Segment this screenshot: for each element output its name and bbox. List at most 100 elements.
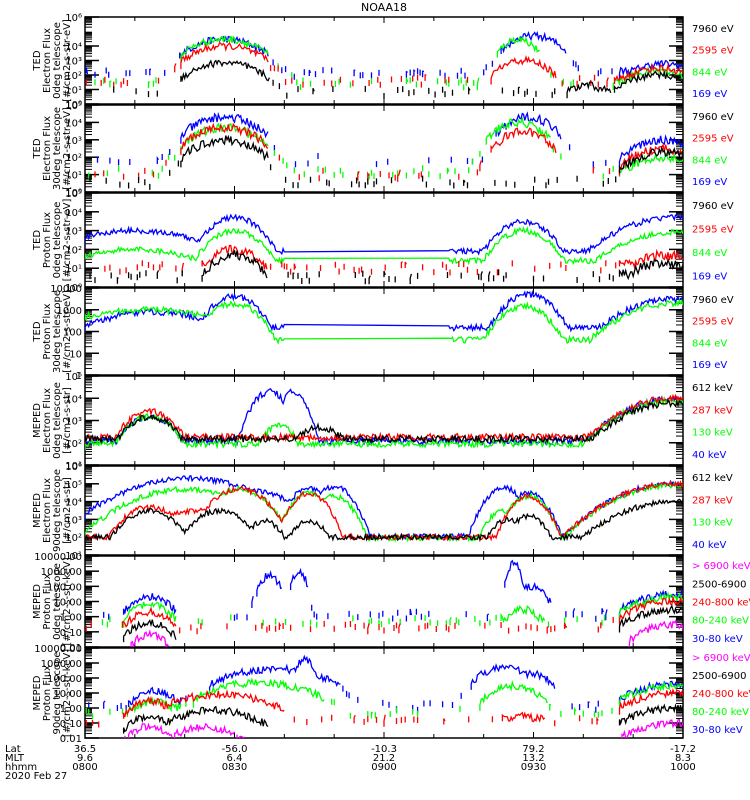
y-tick-label: 10³	[65, 136, 82, 147]
legend-entry: 2595 eV	[692, 317, 734, 328]
legend-entry: 2500-6900	[692, 671, 747, 682]
series-line-2500-6900	[122, 604, 683, 643]
legend-entry: 169 eV	[692, 177, 727, 188]
legend-entry: 7960 eV	[692, 24, 734, 35]
y-tick-label: 0.01	[60, 734, 82, 745]
y-axis-label-line: MEPED	[32, 493, 43, 528]
y-axis-label-line: 30deg telescope	[52, 290, 63, 373]
y-tick-label: 10⁵	[65, 189, 82, 200]
series-line-612-kev	[85, 399, 683, 445]
y-tick-label: 10⁴	[65, 394, 82, 405]
y-axis-label-line: Proton Flux	[42, 573, 53, 629]
series-line-169-ev	[85, 289, 683, 333]
y-axis-label-line: [#/cm2-s-str-eV]	[62, 19, 73, 102]
legend-entry: > 6900 keV	[692, 561, 750, 572]
x-tick-label: 9.6	[77, 753, 93, 764]
y-axis-label-line: TED	[32, 321, 43, 342]
y-tick-label: 10²	[65, 71, 82, 82]
y-tick-label: 10⁵	[65, 480, 82, 491]
x-tick-label: 0930	[521, 762, 546, 773]
y-tick-label: 10⁵	[65, 372, 82, 383]
x-axis-labels: Lat MLT hhmm 2020 Feb 27 36.5 -56.0 -10.3 7…	[5, 744, 696, 782]
y-axis-label-line: MEPED	[32, 403, 43, 438]
series-line-7960-ev	[113, 59, 683, 99]
y-axis-label-line: [#/cm2-s-str-eV]	[62, 107, 73, 190]
y-axis-label-line: TED	[32, 230, 43, 251]
y-axis-label-line: Proton Flux	[42, 665, 53, 721]
y-axis-label-line: MEPED	[32, 584, 43, 619]
y-tick-label: 10⁵	[65, 101, 82, 112]
y-tick-label: 10¹	[65, 171, 82, 182]
y-tick-label: 10.00	[53, 598, 82, 609]
x-row-label-mlt: MLT	[5, 753, 25, 764]
x-tick-label: 1000	[670, 762, 695, 773]
legend-entry: 240-800 keV	[692, 598, 750, 609]
panel-frame	[84, 375, 684, 466]
y-tick-label: 10³	[65, 227, 82, 238]
legend-entry: 80-240 keV	[692, 616, 749, 627]
date-label: 2020 Feb 27	[5, 771, 67, 782]
y-axis-label-line: Electron Flux	[42, 478, 53, 543]
panel-frame	[84, 16, 684, 105]
panel-meped-proton-0deg: 0.010.101.0010.00100.001000.0010000.00ME…	[32, 552, 750, 654]
y-axis-label-line: [#/cm2-s-str]	[62, 477, 73, 544]
y-axis-label-line: Proton Flux	[42, 303, 53, 359]
y-axis-label: TED Electron Flux 0deg telescope [#/cm2-s-s…	[32, 19, 73, 102]
y-axis-label-line: Electron Flux	[42, 28, 53, 93]
panel-frame	[84, 104, 684, 193]
x-tick-label: 13.2	[522, 753, 544, 764]
y-axis-label-line: [#/cm2-s-str-eV]	[62, 290, 73, 373]
y-axis-label: MEPED Proton Flux 0deg telescope [#/cm2-s-s…	[32, 557, 73, 645]
y-tick-label: 10⁶	[65, 13, 82, 24]
legend-entry: 844 eV	[692, 67, 727, 78]
legend-entry: 169 eV	[692, 89, 727, 100]
y-tick-label: 0.10	[60, 719, 82, 730]
y-tick-label: 10³	[65, 417, 82, 428]
legend-entry: 612 keV	[692, 383, 733, 394]
y-axis-label-line: [#/cm2-s-str-keV]	[62, 557, 73, 645]
legend-entry: 287 keV	[692, 405, 733, 416]
series-line-40-kev	[85, 388, 683, 450]
y-axis-label-line: 0deg telescope	[52, 382, 63, 459]
legend-entry: 2595 eV	[692, 224, 734, 235]
legend-entry: 612 keV	[692, 473, 733, 484]
panel-meped-proton-90deg: 0.010.101.0010.00100.001000.0010000.00ME…	[32, 644, 750, 745]
x-tick-label: 0830	[222, 762, 247, 773]
y-tick-label: 10¹	[65, 264, 82, 275]
y-tick-label: 1.00	[60, 704, 82, 715]
y-axis-label: MEPED Electron Flux 0deg telescope [#/cm2-s…	[32, 382, 73, 459]
y-tick-label: 100	[63, 328, 82, 339]
y-tick-label: 10¹	[65, 551, 82, 562]
series-line-2595-ev	[85, 41, 683, 88]
legend-entry: 287 keV	[692, 495, 733, 506]
y-tick-label: 10⁴	[65, 118, 82, 129]
x-row-label-lat: Lat	[5, 744, 21, 755]
legend-entry: 169 eV	[692, 360, 727, 371]
legend-entry: 80-240 keV	[692, 707, 749, 718]
y-tick-label: 10⁰	[65, 283, 82, 294]
series-line-169-ev	[85, 213, 683, 256]
y-axis-label: TED Electron Flux 30deg telescope [#/cm2-s-…	[32, 107, 73, 190]
x-tick-label: 6.4	[227, 753, 243, 764]
legend-entry: 7960 eV	[692, 201, 734, 212]
y-tick-label: 10³	[65, 57, 82, 68]
series-line--6900-kev	[130, 619, 683, 647]
y-axis-label-line: 90deg telescope	[52, 469, 63, 552]
y-axis-label: TED Proton Flux 0deg telescope [#/cm2-s-str…	[32, 199, 73, 282]
x-tick-label: 0800	[72, 762, 97, 773]
series-line-844-ev	[88, 116, 683, 180]
y-tick-label: 10²	[65, 533, 82, 544]
y-axis-label: MEPED Electron Flux 90deg telescope [#/cm2-…	[32, 469, 73, 552]
y-tick-label: 1000.00	[41, 567, 82, 578]
y-tick-label: 1	[76, 371, 82, 382]
series-line-7960-ev	[89, 134, 683, 190]
y-axis-label-line: Proton Flux	[42, 212, 53, 268]
y-tick-label: 100.00	[47, 674, 82, 685]
y-tick-label: 10²	[65, 153, 82, 164]
y-axis-label-line: 0deg telescope	[52, 22, 63, 99]
